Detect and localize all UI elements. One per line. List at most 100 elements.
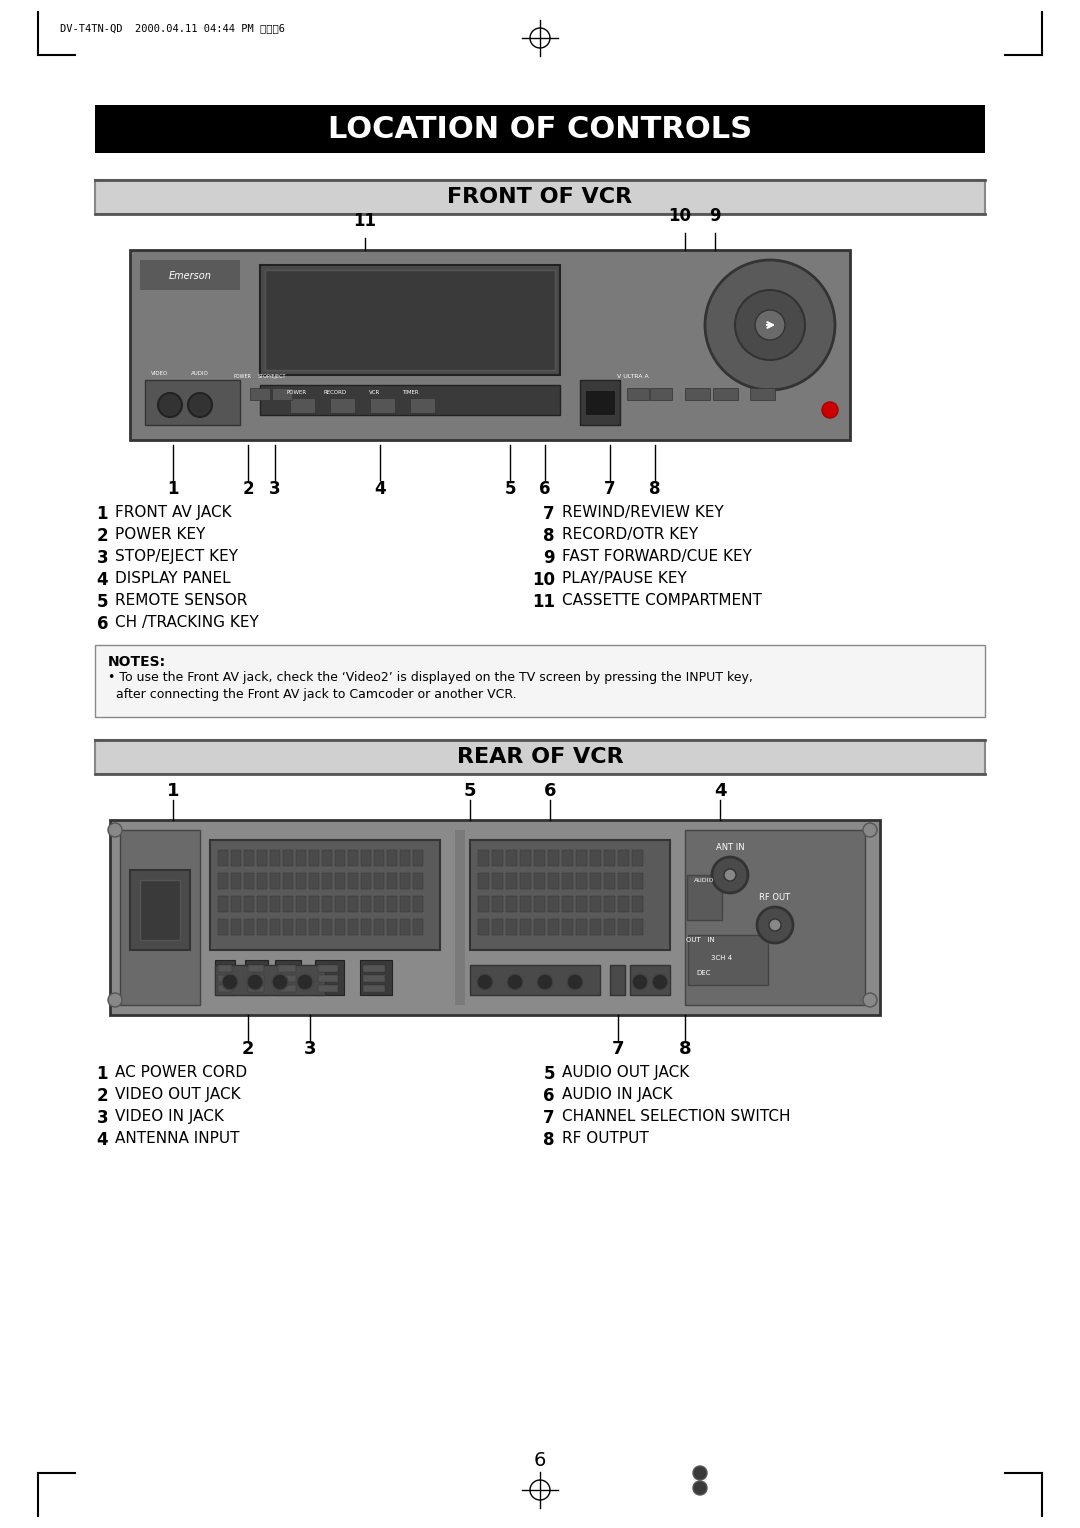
Bar	[580, 380, 620, 425]
Circle shape	[724, 869, 735, 882]
Text: VIDEO IN JACK: VIDEO IN JACK	[114, 1109, 224, 1125]
Bar	[576, 850, 588, 866]
Bar	[562, 918, 573, 935]
Bar	[585, 390, 615, 416]
Text: 2: 2	[242, 480, 254, 498]
Text: 6: 6	[543, 1086, 555, 1105]
Bar	[318, 966, 338, 972]
Bar	[519, 895, 531, 912]
Text: CH /TRACKING KEY: CH /TRACKING KEY	[114, 614, 259, 630]
Bar	[604, 918, 615, 935]
Circle shape	[158, 393, 183, 417]
Bar	[519, 918, 531, 935]
Text: 6: 6	[534, 1450, 546, 1470]
Bar	[348, 850, 357, 866]
Circle shape	[537, 973, 553, 990]
Circle shape	[712, 857, 748, 892]
Bar	[309, 850, 319, 866]
Bar	[534, 850, 545, 866]
Bar	[400, 895, 410, 912]
Text: 10: 10	[669, 206, 691, 225]
Circle shape	[297, 973, 313, 990]
Bar	[590, 872, 600, 889]
Text: 11: 11	[353, 212, 377, 231]
Bar	[590, 895, 600, 912]
Circle shape	[222, 973, 238, 990]
Bar	[576, 918, 588, 935]
Circle shape	[108, 993, 122, 1007]
Bar	[270, 850, 280, 866]
Bar	[318, 975, 338, 983]
Bar	[492, 850, 503, 866]
Text: RF OUT: RF OUT	[759, 892, 791, 902]
Text: 9: 9	[543, 549, 555, 567]
Bar	[478, 872, 489, 889]
Text: AUDIO IN JACK: AUDIO IN JACK	[562, 1086, 673, 1102]
Text: VIDEO: VIDEO	[151, 371, 168, 376]
Bar	[348, 872, 357, 889]
Bar	[322, 872, 332, 889]
Text: CASSETTE COMPARTMENT: CASSETTE COMPARTMENT	[562, 593, 761, 608]
Bar	[231, 918, 241, 935]
Bar	[110, 821, 880, 1015]
Bar	[492, 872, 503, 889]
Text: 6: 6	[543, 782, 556, 801]
Bar	[630, 966, 670, 995]
Bar	[249, 388, 270, 400]
Bar	[348, 918, 357, 935]
Bar	[278, 986, 296, 992]
Text: 9: 9	[710, 206, 720, 225]
Text: 5: 5	[96, 593, 108, 611]
Text: V ULTRA A: V ULTRA A	[617, 374, 649, 379]
Bar	[248, 975, 264, 983]
Bar	[632, 872, 643, 889]
Bar	[296, 918, 306, 935]
Bar	[244, 872, 254, 889]
Text: VCR: VCR	[369, 390, 380, 394]
Bar	[387, 872, 397, 889]
Text: TIMER: TIMER	[402, 390, 418, 394]
Bar	[215, 966, 325, 995]
Text: 5: 5	[463, 782, 476, 801]
Text: AUDIO OUT JACK: AUDIO OUT JACK	[562, 1065, 689, 1080]
Text: 4: 4	[96, 1131, 108, 1149]
Bar	[413, 850, 423, 866]
Bar	[140, 880, 180, 940]
Bar	[478, 895, 489, 912]
Bar	[244, 850, 254, 866]
Bar	[257, 850, 267, 866]
Text: ANTENNA INPUT: ANTENNA INPUT	[114, 1131, 240, 1146]
Text: FRONT OF VCR: FRONT OF VCR	[447, 186, 633, 206]
Bar	[95, 180, 985, 214]
Bar	[309, 918, 319, 935]
Bar	[348, 895, 357, 912]
Bar	[296, 872, 306, 889]
Bar	[283, 872, 293, 889]
Text: STOP/EJECT KEY: STOP/EJECT KEY	[114, 549, 238, 564]
Text: 10: 10	[532, 571, 555, 588]
Bar	[590, 918, 600, 935]
Bar	[257, 918, 267, 935]
Bar	[632, 918, 643, 935]
Bar	[361, 850, 372, 866]
Text: 3: 3	[96, 549, 108, 567]
Text: 7: 7	[611, 1041, 624, 1057]
Text: RECORD: RECORD	[323, 390, 347, 394]
Circle shape	[822, 402, 838, 419]
Circle shape	[188, 393, 212, 417]
Text: REWIND/REVIEW KEY: REWIND/REVIEW KEY	[562, 504, 724, 520]
Bar	[650, 388, 672, 400]
Circle shape	[108, 824, 122, 837]
Bar	[370, 397, 395, 413]
Circle shape	[652, 973, 669, 990]
Circle shape	[477, 973, 492, 990]
Bar	[548, 895, 559, 912]
Circle shape	[693, 1465, 707, 1481]
Bar	[478, 918, 489, 935]
Text: STOP/EJECT: STOP/EJECT	[258, 374, 286, 379]
Bar	[470, 840, 670, 950]
Text: • To use the Front AV jack, check the ‘Video2’ is displayed on the TV screen by : • To use the Front AV jack, check the ‘V…	[108, 671, 753, 701]
Text: ANT IN: ANT IN	[716, 843, 744, 853]
Bar	[275, 960, 301, 995]
Bar	[455, 830, 465, 1005]
